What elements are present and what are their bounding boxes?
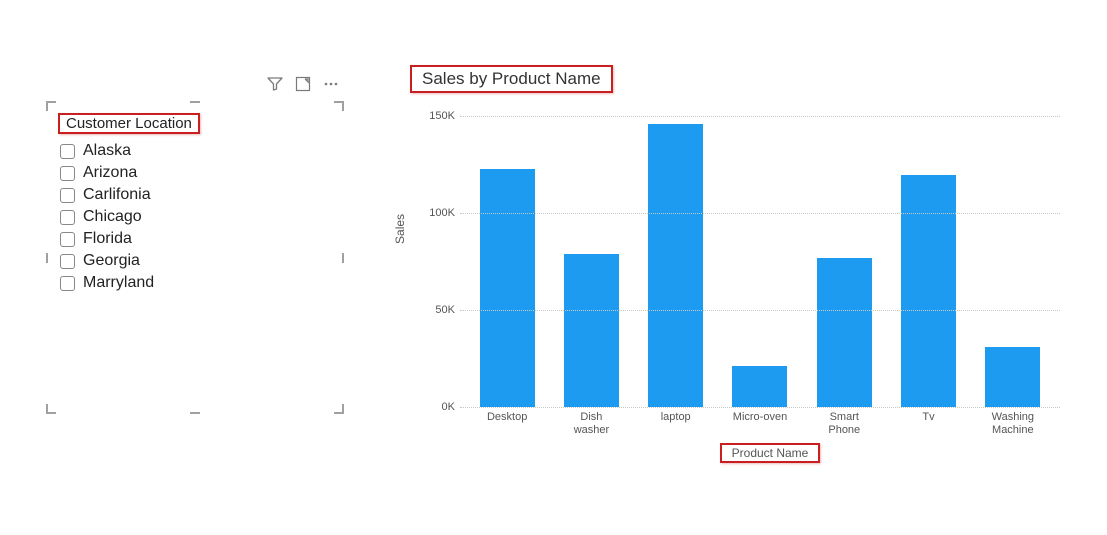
chart-bar[interactable] — [564, 254, 619, 407]
filter-icon[interactable] — [266, 75, 284, 93]
chart-bar-column — [634, 124, 718, 407]
slicer-item[interactable]: Arizona — [60, 162, 330, 184]
resize-handle[interactable] — [46, 253, 56, 263]
chart-bar-column — [802, 258, 886, 407]
slicer-item-label: Marryland — [83, 274, 154, 292]
chart-bars-container — [460, 97, 1060, 407]
chart-y-tick-label: 150K — [420, 110, 455, 122]
slicer-visual[interactable]: Customer Location Alaska Arizona Carlifoni… — [50, 105, 340, 410]
slicer-item[interactable]: Marryland — [60, 272, 330, 294]
slicer-item[interactable]: Chicago — [60, 206, 330, 228]
chart-y-tick-label: 0K — [420, 401, 455, 413]
chart-gridline — [460, 213, 1060, 214]
chart-plot-area: 0K50K100K150K — [460, 97, 1060, 407]
focus-mode-icon[interactable] — [294, 75, 312, 93]
chart-x-tick-label: Desktop — [465, 411, 549, 437]
slicer-list: Alaska Arizona Carlifonia Chicago Florida Geo… — [50, 140, 340, 304]
checkbox-icon[interactable] — [60, 144, 75, 159]
checkbox-icon[interactable] — [60, 276, 75, 291]
chart-bar[interactable] — [901, 175, 956, 408]
chart-bar-column — [718, 366, 802, 407]
slicer-item-label: Carlifonia — [83, 186, 151, 204]
resize-handle[interactable] — [46, 404, 56, 414]
resize-handle[interactable] — [334, 101, 344, 111]
checkbox-icon[interactable] — [60, 210, 75, 225]
resize-handle[interactable] — [334, 253, 344, 263]
chart-x-axis-title-row: Product Name — [450, 443, 1090, 463]
slicer-item[interactable]: Alaska — [60, 140, 330, 162]
chart-x-tick-label: Micro-oven — [718, 411, 802, 437]
chart-bar-column — [971, 347, 1055, 407]
chart-gridline — [460, 407, 1060, 408]
chart-x-axis-label: Product Name — [720, 443, 821, 463]
bar-chart-visual: Sales by Product Name Sales 0K50K100K150… — [390, 65, 1090, 505]
chart-bar[interactable] — [985, 347, 1040, 407]
more-options-icon[interactable] — [322, 75, 340, 93]
checkbox-icon[interactable] — [60, 254, 75, 269]
chart-x-tick-label: Tv — [886, 411, 970, 437]
chart-bar-column — [886, 175, 970, 408]
chart-y-tick-label: 100K — [420, 207, 455, 219]
slicer-item-label: Alaska — [83, 142, 131, 160]
slicer-item-label: Florida — [83, 230, 132, 248]
chart-plot-region: Sales 0K50K100K150K — [450, 97, 1060, 407]
chart-x-tick-label: SmartPhone — [802, 411, 886, 437]
slicer-item-label: Georgia — [83, 252, 140, 270]
chart-y-axis-label: Sales — [393, 214, 407, 244]
chart-title: Sales by Product Name — [410, 65, 613, 93]
chart-x-tick-label: WashingMachine — [971, 411, 1055, 437]
chart-bar-column — [549, 254, 633, 407]
resize-handle[interactable] — [190, 101, 200, 111]
chart-gridline — [460, 310, 1060, 311]
chart-x-labels: DesktopDishwasherlaptopMicro-ovenSmartPh… — [460, 407, 1060, 437]
checkbox-icon[interactable] — [60, 166, 75, 181]
resize-handle[interactable] — [190, 404, 200, 414]
chart-gridline — [460, 116, 1060, 117]
slicer-item[interactable]: Georgia — [60, 250, 330, 272]
chart-x-tick-label: laptop — [634, 411, 718, 437]
slicer-item[interactable]: Carlifonia — [60, 184, 330, 206]
slicer-item-label: Arizona — [83, 164, 137, 182]
checkbox-icon[interactable] — [60, 232, 75, 247]
slicer-title: Customer Location — [58, 113, 200, 134]
checkbox-icon[interactable] — [60, 188, 75, 203]
chart-x-tick-label: Dishwasher — [549, 411, 633, 437]
slicer-item-label: Chicago — [83, 208, 142, 226]
chart-bar[interactable] — [648, 124, 703, 407]
chart-bar[interactable] — [480, 169, 535, 407]
resize-handle[interactable] — [334, 404, 344, 414]
resize-handle[interactable] — [46, 101, 56, 111]
chart-bar[interactable] — [732, 366, 787, 407]
chart-y-tick-label: 50K — [420, 304, 455, 316]
slicer-item[interactable]: Florida — [60, 228, 330, 250]
chart-bar[interactable] — [817, 258, 872, 407]
slicer-toolbar — [266, 75, 340, 93]
chart-bar-column — [465, 169, 549, 407]
